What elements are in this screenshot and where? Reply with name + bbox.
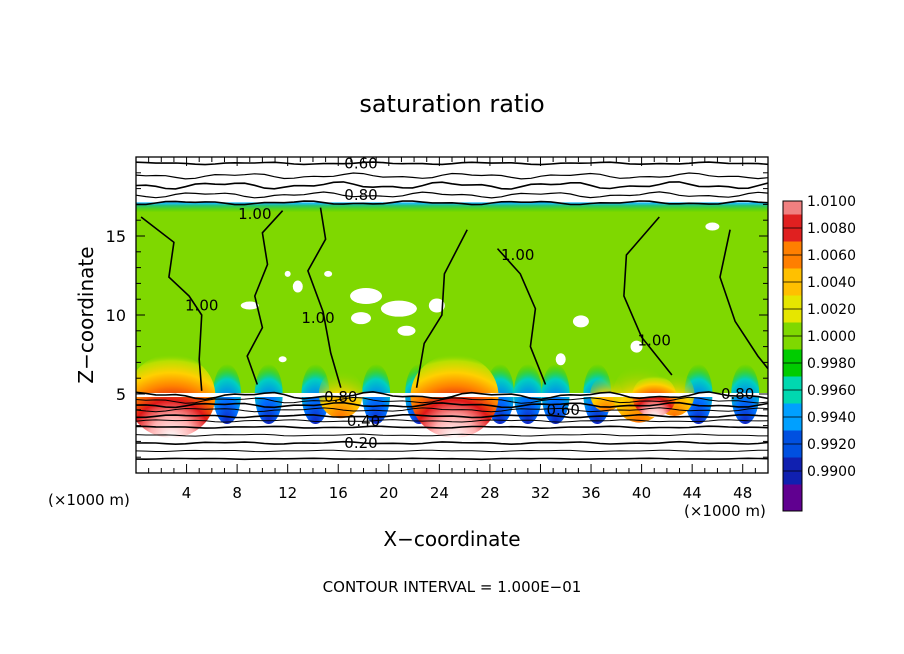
contour-label: 1.00 xyxy=(301,309,334,327)
contour-label: 0.40 xyxy=(347,412,380,430)
x-tick-label: 4 xyxy=(182,484,192,502)
colorbar-label: 1.0000 xyxy=(807,329,856,345)
dry-pocket xyxy=(705,222,720,231)
contour-label: 0.80 xyxy=(324,388,357,406)
x-tick-label: 36 xyxy=(581,484,600,502)
x-tick-label: 20 xyxy=(379,484,398,502)
dry-pocket xyxy=(284,270,291,277)
contour-label: 1.00 xyxy=(501,246,534,264)
contour-line xyxy=(136,419,768,423)
x-tick-label: 48 xyxy=(733,484,752,502)
contour-line xyxy=(136,413,768,419)
contour-line xyxy=(136,407,768,413)
contour-line-1.00 xyxy=(415,229,468,388)
contour-line-1.00 xyxy=(623,216,673,376)
dry-pocket xyxy=(380,300,417,317)
contour-line xyxy=(136,401,768,409)
colorbar-label: 1.0060 xyxy=(807,248,856,264)
dry-pocket xyxy=(278,356,287,363)
contour-line-1.00 xyxy=(307,207,342,388)
contour-label: 0.80 xyxy=(344,186,377,204)
contour-line xyxy=(136,181,768,190)
colorbar-label: 1.0100 xyxy=(807,194,856,210)
contour-line xyxy=(136,457,768,461)
y-tick-label: 10 xyxy=(106,306,126,325)
x-tick-label: 8 xyxy=(232,484,242,502)
contour-lines xyxy=(136,161,768,461)
contour-line xyxy=(136,161,768,166)
colorbar-label: 1.0020 xyxy=(807,302,856,318)
contour-labels: 0.60 0.80 1.00 1.00 1.00 1.00 1.00 0.80 0.60 0.80… xyxy=(185,154,754,452)
contour-line xyxy=(136,390,768,401)
dry-pocket xyxy=(428,298,445,313)
x-tick-label: 24 xyxy=(430,484,449,502)
contour-line xyxy=(136,172,768,180)
colorbar: 1.0100 1.0080 1.0060 1.0040 1.0020 1.0000 0.99… xyxy=(782,194,856,512)
dry-pocket xyxy=(350,312,371,325)
colorbar-label: 0.9920 xyxy=(807,437,856,453)
contour-line xyxy=(136,200,768,206)
x-unit-label: (×1000 m) xyxy=(48,491,130,509)
contour-label: 1.00 xyxy=(238,205,271,223)
contour-line-1.00 xyxy=(719,229,768,370)
y-tick-label: 5 xyxy=(116,385,126,404)
colorbar-label: 0.9940 xyxy=(807,410,856,426)
colorbar-label: 0.9900 xyxy=(807,464,856,480)
contour-line xyxy=(136,191,768,199)
cloud-base-edge xyxy=(136,393,768,397)
x-tick-label: 12 xyxy=(278,484,297,502)
contour-line-1.00 xyxy=(496,248,547,385)
y-tick-label: 15 xyxy=(106,227,126,246)
dry-pocket xyxy=(630,340,643,353)
contour-line xyxy=(136,396,768,404)
colorbar-label: 0.9980 xyxy=(807,356,856,372)
x-tick-label: 44 xyxy=(683,484,702,502)
x-tick-label: 28 xyxy=(480,484,499,502)
contour-label: 0.80 xyxy=(721,385,754,403)
y-axis-label: Z−coordinate xyxy=(74,246,98,383)
contour-label: 1.00 xyxy=(638,331,671,349)
contour-line-1.00 xyxy=(246,210,284,385)
x-axis-label: X−coordinate xyxy=(383,527,520,551)
dry-pocket xyxy=(324,270,333,277)
contour-line xyxy=(136,433,768,437)
contour-line xyxy=(136,449,768,453)
contour-line-1.00 xyxy=(140,216,203,391)
contour-line xyxy=(136,440,768,446)
dry-pocket xyxy=(555,353,566,366)
colorbar-label: 1.0040 xyxy=(807,275,856,291)
colorbar-swatch xyxy=(783,484,802,512)
cloud-layer-top-band xyxy=(136,202,768,213)
contour-interval-note: CONTOUR INTERVAL = 1.000E−01 xyxy=(323,578,582,596)
x-axis: 4 8 12 16 20 24 28 32 36 40 44 48 xyxy=(148,157,756,502)
dry-pocket xyxy=(572,315,589,328)
chart-title: saturation ratio xyxy=(359,90,544,118)
contour-label: 0.60 xyxy=(547,401,580,419)
y-axis: 5 10 15 xyxy=(106,172,768,458)
z-unit-label: (×1000 m) xyxy=(684,502,766,520)
colorbar-label: 1.0080 xyxy=(807,221,856,237)
colorbar-label: 0.9960 xyxy=(807,383,856,399)
contour-label: 1.00 xyxy=(185,297,218,315)
dry-pocket xyxy=(397,325,416,336)
x-tick-label: 40 xyxy=(632,484,651,502)
dry-pocket xyxy=(240,301,259,310)
contour-label: 0.60 xyxy=(344,154,377,172)
dry-pocket xyxy=(350,288,383,305)
plot-area: 0.60 0.80 1.00 1.00 1.00 1.00 1.00 0.80 0.60 0.80… xyxy=(136,154,768,461)
dry-pocket xyxy=(292,280,303,293)
x-tick-label: 32 xyxy=(531,484,550,502)
contour-line xyxy=(136,425,768,430)
x-tick-label: 16 xyxy=(329,484,348,502)
contour-label: 0.20 xyxy=(344,434,377,452)
